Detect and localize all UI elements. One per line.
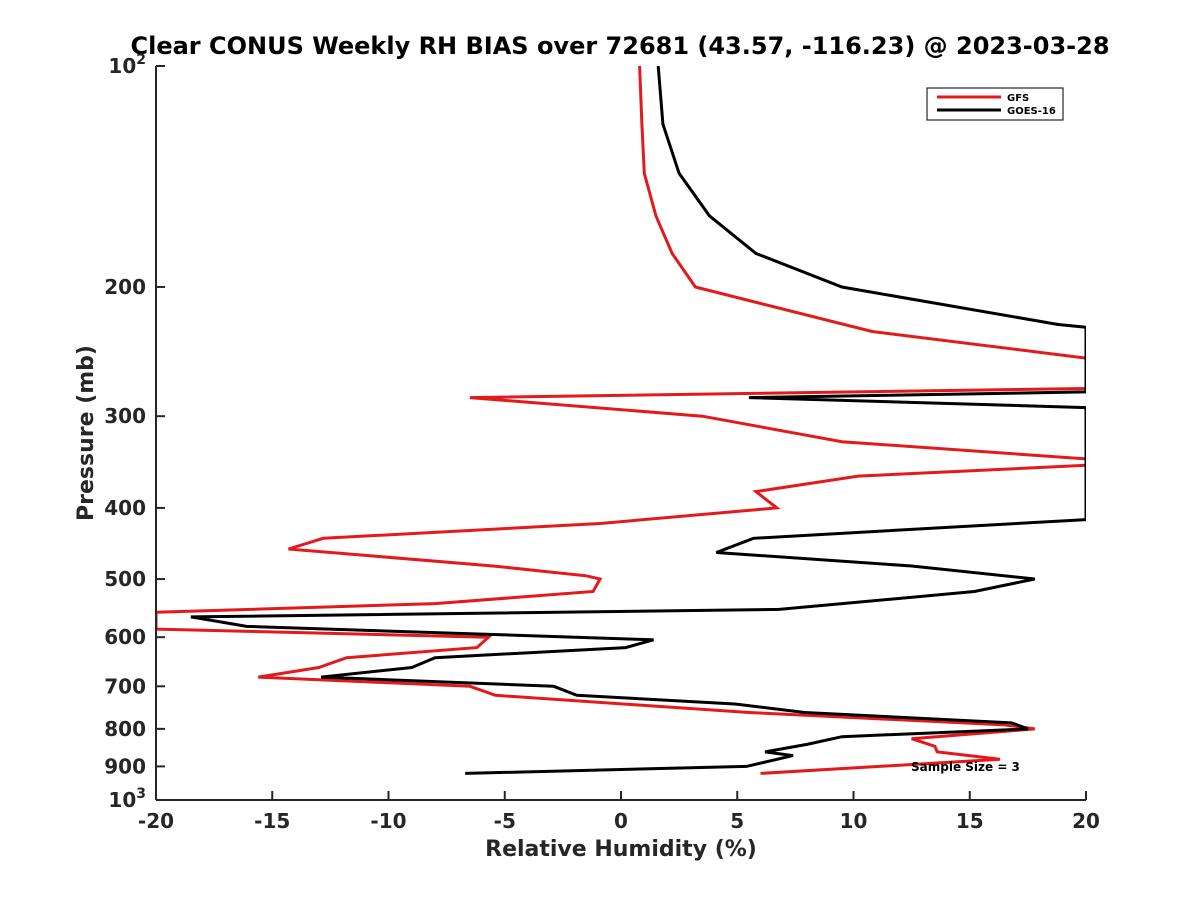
x-axis-label: Relative Humidity (%): [485, 837, 757, 862]
series-layer: [156, 66, 1086, 775]
y-tick-label: 600: [104, 625, 146, 649]
legend: GFS GOES-16: [926, 87, 1064, 121]
legend-box: [926, 87, 1064, 121]
y-axis-label: Pressure (mb): [74, 345, 99, 521]
series-line-gfs: [156, 66, 1086, 775]
y-tick-label: 103: [108, 786, 146, 812]
sample-size-annotation: Sample Size = 3: [911, 760, 1020, 774]
chart-title: Clear CONUS Weekly RH BIAS over 72681 (4…: [130, 32, 1109, 60]
series-line-goes-16: [190, 66, 1086, 775]
y-tick-label: 200: [104, 275, 146, 299]
y-tick-label: 500: [104, 567, 146, 591]
x-tick-label: -20: [138, 809, 174, 833]
x-tick-label: 5: [730, 809, 744, 833]
x-tick-label: -5: [494, 809, 516, 833]
y-tick-label: 300: [104, 404, 146, 428]
legend-label-gfs: GFS: [1007, 93, 1029, 104]
y-tick-label: 800: [104, 717, 146, 741]
x-tick-label: 0: [614, 809, 628, 833]
x-tick-label: 10: [840, 809, 868, 833]
x-axis-ticks: -20 -15 -10 -5 0 5 10 15 20: [138, 791, 1100, 833]
y-tick-label: 400: [104, 496, 146, 520]
y-tick-label: 102: [108, 52, 146, 78]
x-tick-label: -15: [254, 809, 290, 833]
x-tick-label: 20: [1072, 809, 1100, 833]
y-tick-label: 700: [104, 674, 146, 698]
x-tick-label: -10: [370, 809, 406, 833]
y-tick-label: 900: [104, 754, 146, 778]
x-tick-label: 15: [956, 809, 984, 833]
plot-frame: [156, 66, 1086, 800]
legend-label-goes16: GOES-16: [1007, 106, 1056, 117]
y-axis-ticks: 102 200 300 400 500 600 700 800 900 103: [104, 52, 165, 812]
